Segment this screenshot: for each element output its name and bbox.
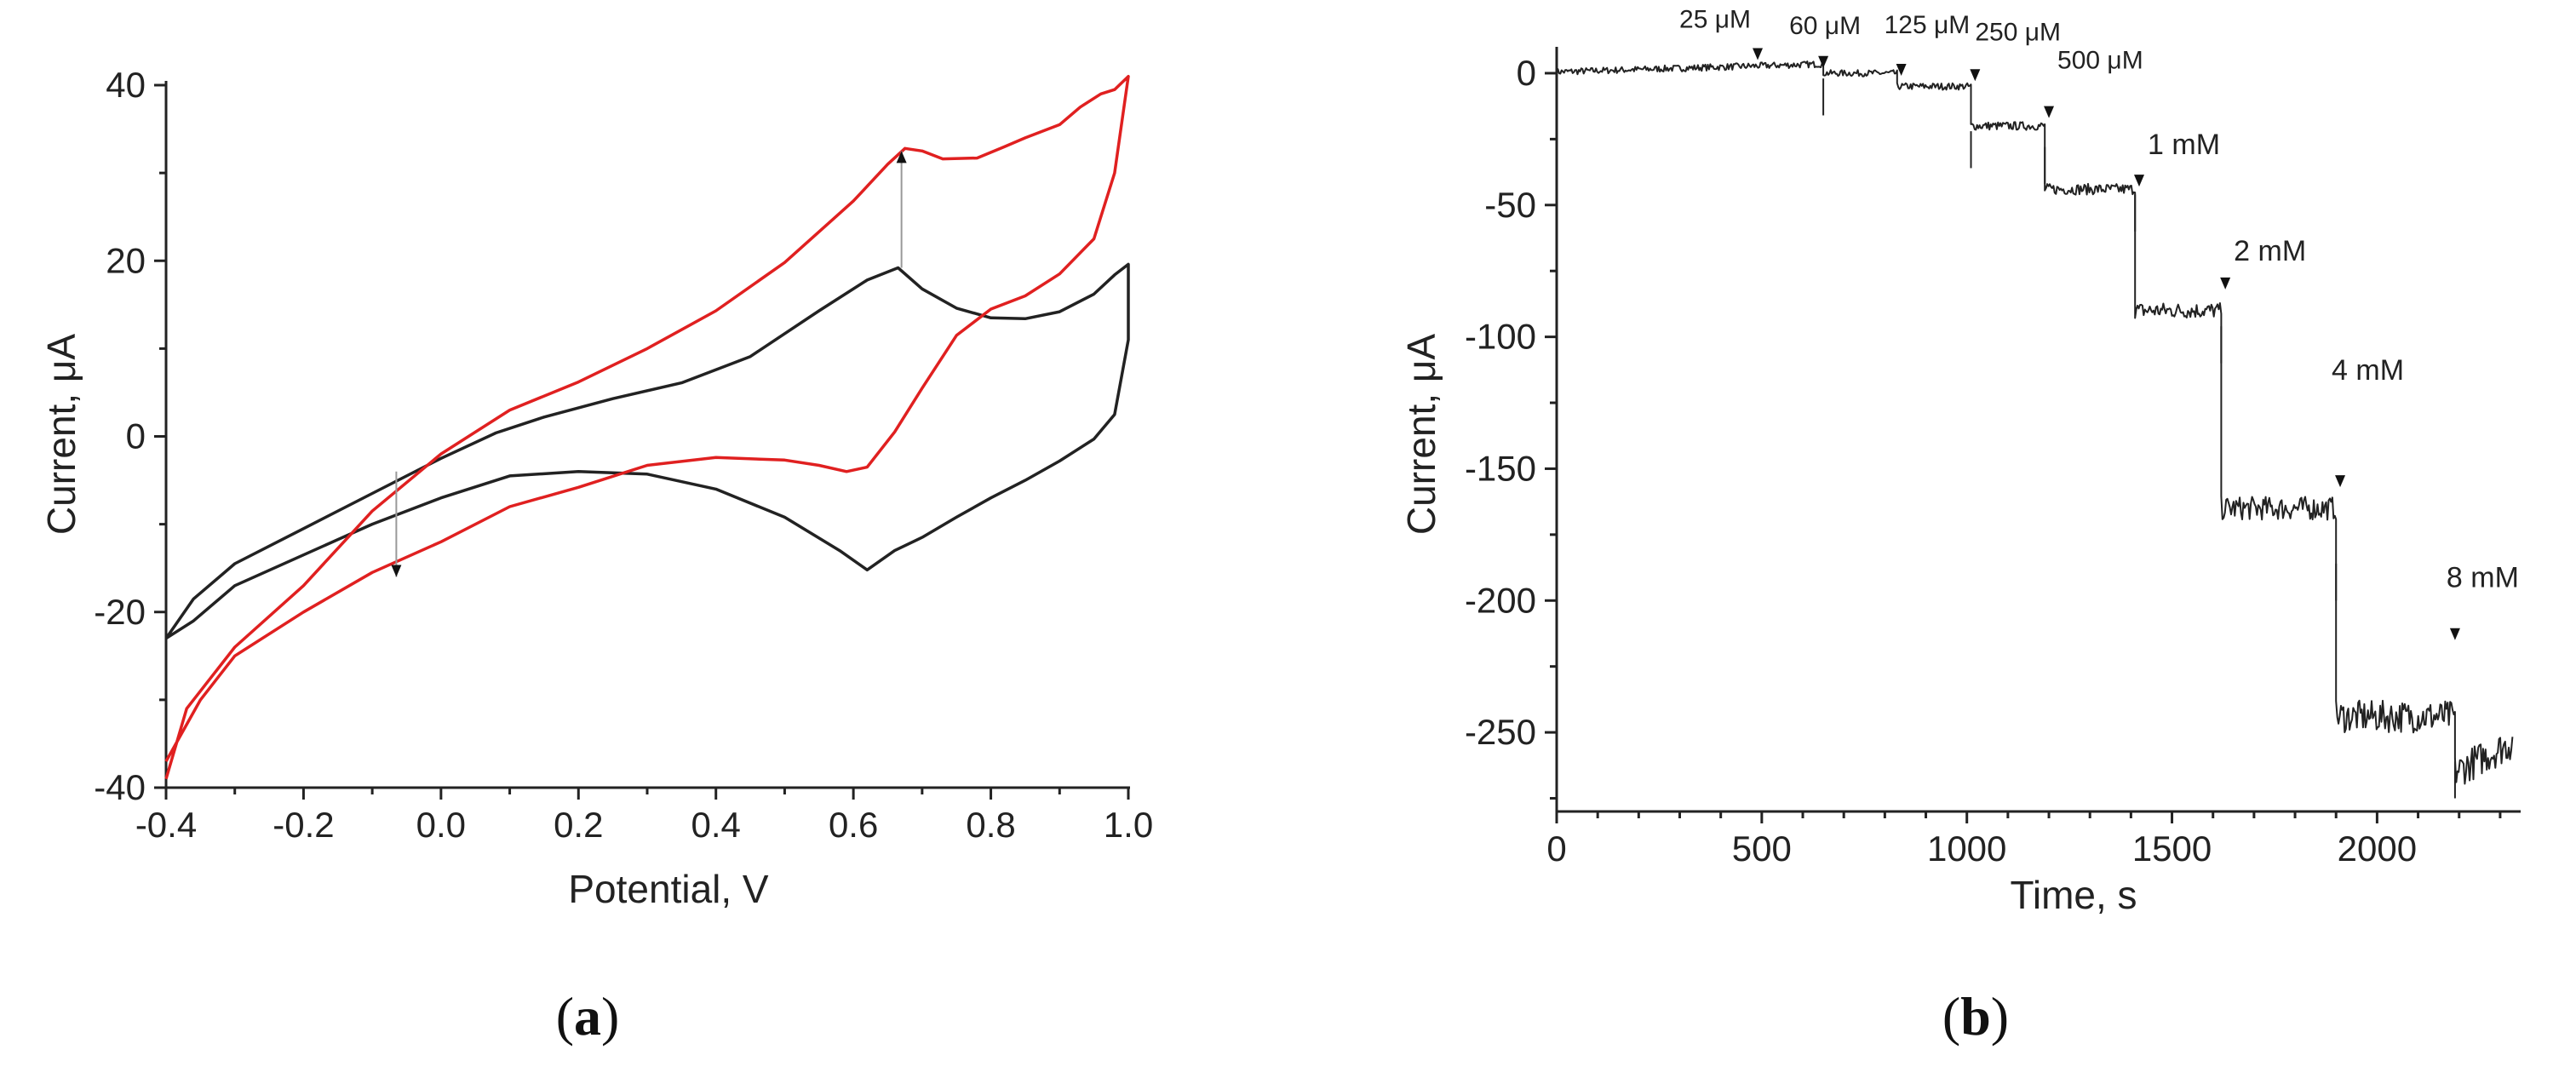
- panel-b-marker-triangle: [2044, 106, 2055, 118]
- panel-a-arrow-head: [896, 151, 907, 163]
- panel-b-marker-triangle: [2449, 628, 2460, 640]
- panel-b-marker-triangle: [1896, 64, 1907, 77]
- panel-a-cyclic-voltammogram: -0.4 -0.2 0.0 0.2 0.4 0.6 0.8 1.0 40 20 0 -20 -40 Po…: [39, 65, 1153, 1046]
- panel-b-concentration-label: 2 mM: [2234, 235, 2306, 267]
- panel-b-x-tick-label: 500: [1732, 829, 1792, 869]
- panel-b-concentration-label: 125 μM: [1885, 11, 1971, 39]
- panel-b-series: [1556, 60, 2514, 799]
- panel-a-y-tick-label: -20: [94, 592, 146, 632]
- panel-b-marker-triangle: [1818, 55, 1829, 68]
- panel-a-label: (a): [556, 986, 620, 1046]
- panel-b-y-tick-label: -50: [1484, 185, 1536, 225]
- panel-a-y-axis-title: Current, μA: [39, 334, 83, 535]
- panel-a-x-tick-label: 0.8: [966, 805, 1015, 845]
- panel-b-current-trace: [1556, 60, 2514, 785]
- panel-a-y-tick-label: 0: [126, 416, 146, 456]
- panel-a-axes: -0.4 -0.2 0.0 0.2 0.4 0.6 0.8 1.0 40 20 0 -20 -40: [94, 65, 1153, 845]
- panel-b-y-axis-title: Current, μA: [1399, 334, 1443, 535]
- panel-b-y-tick-label: -250: [1465, 712, 1536, 752]
- panel-a-y-tick-label: -40: [94, 767, 146, 807]
- panel-b-x-tick-label: 2000: [2338, 829, 2417, 869]
- panel-b-concentration-label: 1 mM: [2148, 129, 2220, 161]
- panel-b-concentration-label: 60 μM: [1789, 12, 1861, 40]
- panel-b-marker-triangle: [2335, 475, 2346, 488]
- panel-a-x-tick-label: 1.0: [1104, 805, 1153, 845]
- panel-a-x-tick-label: 0.4: [691, 805, 741, 845]
- panel-a-label-letter: a: [574, 986, 601, 1046]
- panel-b-marker-triangle: [1753, 48, 1764, 60]
- panel-b-y-tick-label: 0: [1517, 53, 1536, 93]
- panel-a-x-tick-label: -0.4: [135, 805, 197, 845]
- panel-a-x-axis-title: Potential, V: [568, 867, 769, 911]
- panel-b-y-tick-label: -200: [1465, 580, 1536, 620]
- panel-a-black-curve: [164, 262, 1130, 640]
- panel-a-arrow-head: [391, 565, 402, 577]
- panel-b-axes: 0 500 1000 1500 2000 0 -50 -100 -150 -200 -250: [1465, 47, 2521, 869]
- panel-b-x-tick-label: 1500: [2132, 829, 2212, 869]
- panel-b-marker-triangle: [2220, 277, 2231, 290]
- panel-a-x-tick-label: 0.2: [554, 805, 603, 845]
- panel-b-x-tick-label: 0: [1546, 829, 1566, 869]
- panel-a-x-tick-label: 0.6: [829, 805, 878, 845]
- panel-a-series: [164, 74, 1130, 780]
- panel-a-y-tick-label: 20: [106, 240, 146, 280]
- panel-b-x-axis-title: Time, s: [2010, 873, 2137, 917]
- panel-b-concentration-label: 8 mM: [2447, 562, 2519, 594]
- panel-a-annotations: [391, 151, 907, 577]
- panel-b-concentration-label: 4 mM: [2332, 354, 2404, 387]
- panel-a-y-tick-label: 40: [106, 65, 146, 105]
- panel-b-amperometric-response: 0 500 1000 1500 2000 0 -50 -100 -150 -200 -250 25 …: [1399, 5, 2521, 1046]
- panel-a-x-tick-label: -0.2: [273, 805, 334, 845]
- panel-b-y-tick-label: -100: [1465, 317, 1536, 357]
- panel-b-label-letter: b: [1960, 986, 1991, 1046]
- panel-b-concentration-label: 25 μM: [1679, 5, 1751, 33]
- panel-b-x-tick-label: 1000: [1927, 829, 2006, 869]
- panel-a-red-curve: [164, 74, 1130, 780]
- panel-b-y-tick-label: -150: [1465, 448, 1536, 488]
- panel-b-label: (b): [1942, 986, 2009, 1046]
- panel-b-concentration-label: 500 μM: [2057, 47, 2143, 75]
- panel-b-marker-triangle: [2134, 175, 2145, 187]
- panel-b-concentration-label: 250 μM: [1975, 18, 2061, 46]
- panel-b-marker-triangle: [1970, 69, 1981, 82]
- panel-a-x-tick-label: 0.0: [416, 805, 466, 845]
